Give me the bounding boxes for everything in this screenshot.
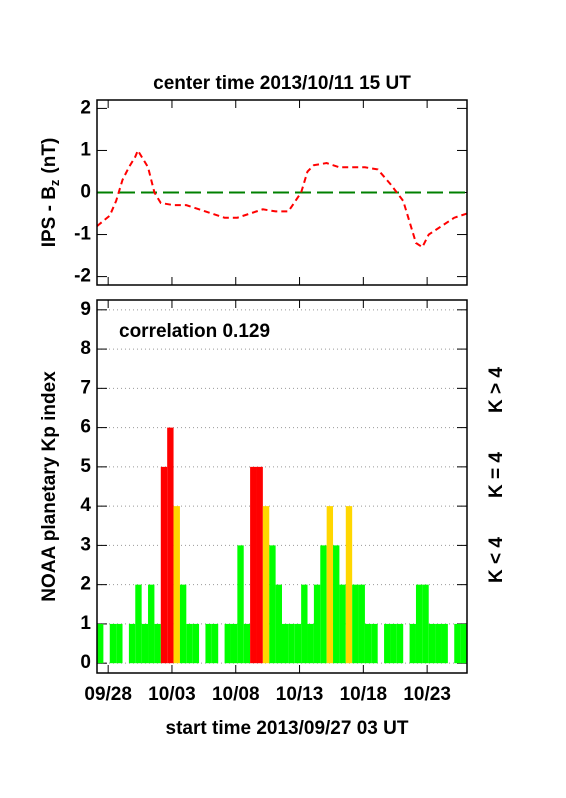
y-axis-label-part: (nT) [39,138,60,174]
bar [154,623,161,664]
bar [148,584,155,664]
x-tick-label: 10/13 [276,684,324,705]
data-line [96,148,468,249]
plot-frame [96,99,468,286]
bar [435,623,442,664]
y-tick-label: 4 [80,495,91,516]
chart-title: center time 2013/10/11 15 UT [153,73,411,94]
bar [460,623,467,664]
y-tick-label: 2 [80,574,91,595]
bar [422,584,429,664]
bar [179,584,187,664]
y-tick-label: 9 [80,299,91,320]
legend-label: K = 4 [486,452,507,498]
bar [307,623,314,664]
plot-frame [96,299,468,674]
bar [128,623,136,664]
bar [262,506,270,664]
y-axis-label-part: IPS - B [39,186,60,247]
bar [230,623,238,664]
y-tick-label: 1 [80,139,91,160]
bar [141,623,149,664]
bar [211,623,219,664]
bar [301,584,308,664]
bar [269,545,276,664]
bar [358,584,365,664]
bar [224,623,231,664]
bar [390,623,397,664]
bar [288,623,295,664]
y-tick-label: 5 [80,456,91,477]
y-tick-label: 0 [80,652,91,673]
y-tick-label: 0 [80,182,91,203]
annotation: correlation 0.129 [119,321,270,342]
bar [454,623,461,664]
bar [371,623,378,664]
bar [333,545,340,664]
bar [186,623,193,664]
bar [237,545,244,664]
bar [205,623,212,664]
bar [256,466,263,664]
y-axis-label: NOAA planetary Kp index [39,371,60,602]
bar [320,545,327,664]
y-axis-label-part: z [47,179,62,186]
bar [313,584,321,664]
bar [396,623,404,664]
bar [97,623,104,664]
x-tick-label: 10/18 [340,684,388,705]
x-tick-label: 10/08 [212,684,260,705]
bar [250,466,257,664]
bar [243,623,251,664]
legend-label: K > 4 [486,367,507,413]
y-tick-label: -2 [74,266,91,287]
x-tick-label: 10/03 [148,684,196,705]
y-axis-label: IPS - Bz (nT) [39,138,62,248]
x-axis-label: start time 2013/09/27 03 UT [166,718,409,739]
y-tick-label: 2 [80,97,91,118]
bar [275,584,282,664]
bar [364,623,372,664]
bar [384,623,391,664]
bar [173,506,180,664]
bar [339,584,346,664]
bar [345,506,353,664]
bar [135,584,142,664]
bar [415,584,423,664]
bar [192,623,200,664]
y-tick-label: 6 [80,417,91,438]
x-tick-label: 09/28 [84,684,132,705]
y-tick-label: 7 [80,377,91,398]
y-tick-label: 3 [80,534,91,555]
bar [428,623,436,664]
bar [167,427,174,664]
bar [160,466,168,664]
x-tick-label: 10/23 [403,684,451,705]
bar [109,623,117,664]
legend-label: K < 4 [486,537,507,583]
bar [326,506,334,664]
bar [116,623,123,664]
y-tick-label: -1 [74,224,91,245]
bar [352,584,359,664]
y-tick-label: 1 [80,613,91,634]
y-tick-label: 8 [80,338,91,359]
bar [282,623,289,664]
bar [409,623,416,664]
bar [294,623,302,664]
bar [441,623,448,664]
